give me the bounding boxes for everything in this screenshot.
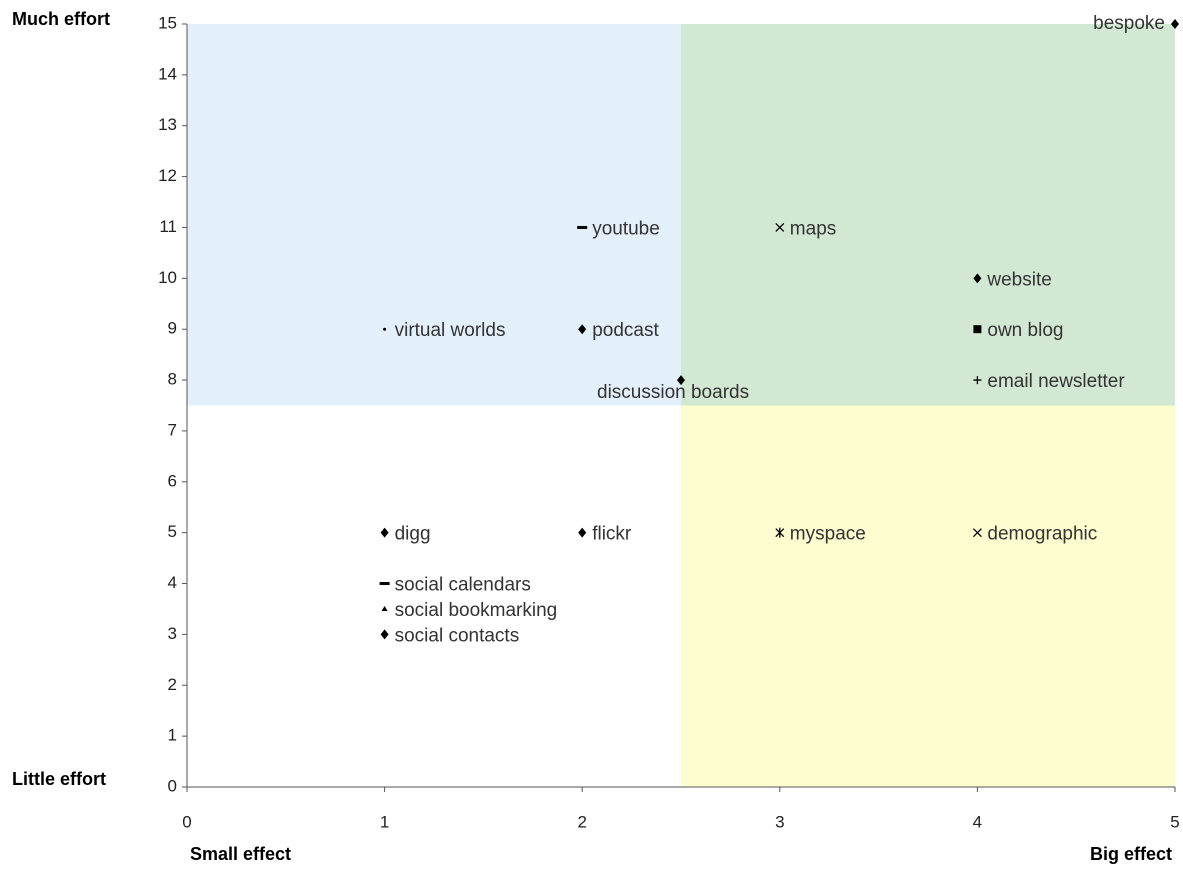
point-label: demographic [987,524,1097,545]
y-tick-label: 6 [168,471,177,490]
quadrant [681,24,1175,406]
point [383,327,387,331]
x-tick-label: 0 [182,812,191,831]
point-label: maps [790,218,836,239]
point [578,527,587,538]
point [973,325,982,334]
point-label: myspace [790,524,866,545]
marker [381,605,388,611]
point-label: virtual worlds [395,320,506,341]
marker [578,324,587,335]
point-label: social bookmarking [395,600,558,621]
marker [380,629,389,640]
marker [380,527,389,538]
marker [1171,19,1179,29]
marker [578,527,587,538]
marker [972,528,982,538]
point [381,605,388,611]
y-bottom-label: Little effort [12,769,106,789]
y-tick-label: 5 [168,522,177,541]
y-tick-label: 8 [168,370,177,389]
point-label: bespoke [1093,13,1165,34]
x-tick-label: 1 [380,812,389,831]
x-tick-label: 5 [1170,812,1179,831]
x-tick-label: 2 [577,812,586,831]
marker [383,327,387,331]
point-label: social calendars [395,575,531,596]
point [379,582,390,586]
y-tick-label: 1 [168,726,177,745]
point-label: digg [395,524,431,545]
marker [973,325,982,334]
point [577,225,588,229]
marker [379,582,390,586]
y-tick-label: 13 [158,115,177,134]
marker [973,273,982,284]
y-tick-label: 7 [168,420,177,439]
point-label: own blog [987,320,1063,341]
point-label: website [986,269,1051,290]
y-tick-label: 0 [168,776,177,795]
point [677,375,685,386]
y-tick-label: 3 [168,624,177,643]
x-tick-label: 4 [973,812,982,831]
y-tick-label: 12 [158,166,177,185]
point [380,629,389,640]
point-label: youtube [592,218,660,239]
marker [677,375,685,386]
y-tick-label: 9 [168,319,177,338]
point-label: social contacts [395,625,520,646]
y-tick-label: 14 [158,64,177,83]
point-label: podcast [592,320,659,341]
point-label: email newsletter [987,371,1125,392]
point [775,223,785,232]
point [1171,19,1179,29]
point [380,527,389,538]
x-tick-label: 3 [775,812,784,831]
quadrant [187,24,681,406]
x-left-label: Small effect [190,844,291,864]
point [973,273,982,284]
marker [775,223,785,232]
y-tick-label: 10 [158,268,177,287]
y-tick-label: 11 [159,217,177,236]
point [973,376,982,385]
x-right-label: Big effect [1090,844,1172,864]
point-label: flickr [592,524,632,545]
y-tick-label: 2 [168,675,177,694]
marker [577,225,588,229]
point [578,324,587,335]
y-tick-label: 15 [158,13,177,32]
marker [973,376,982,385]
point [775,527,785,538]
y-top-label: Much effort [12,9,110,29]
marker [775,527,785,538]
quadrant [681,405,1175,787]
point-label: discussion boards [597,382,749,403]
point [972,528,982,538]
y-tick-label: 4 [168,573,177,592]
